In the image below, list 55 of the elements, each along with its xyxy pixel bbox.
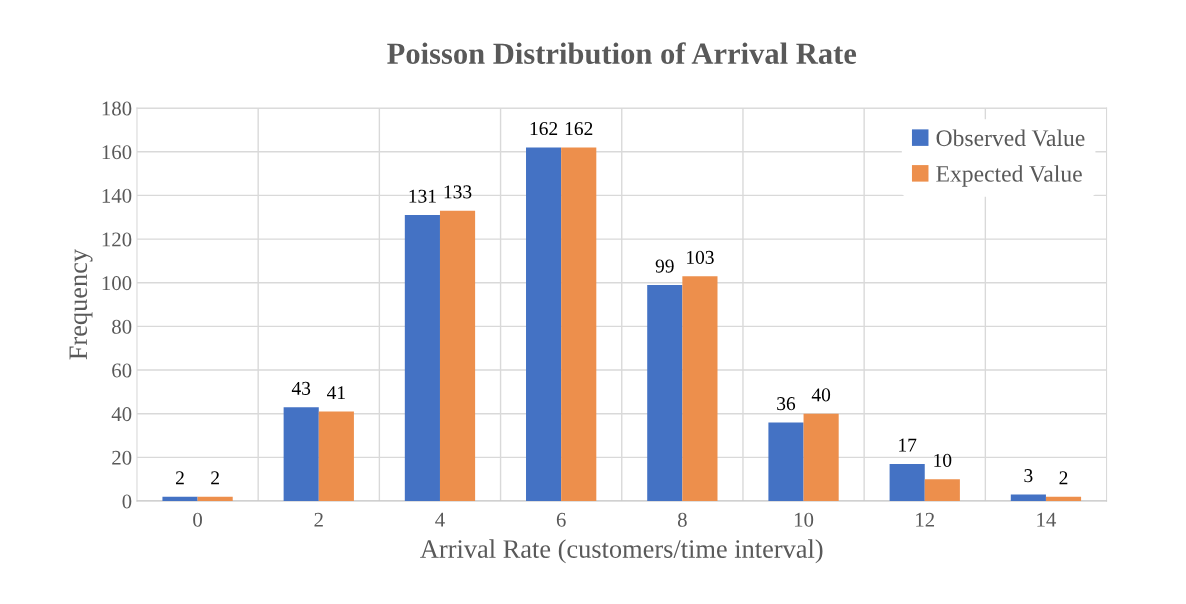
- data-label: 2: [211, 471, 219, 485]
- y-tick-label: 80: [112, 319, 132, 334]
- data-label: 36: [777, 397, 796, 411]
- bar: [526, 147, 562, 502]
- y-tick-label: 180: [102, 101, 132, 116]
- data-label: 3: [1024, 469, 1033, 483]
- data-label: 10: [934, 453, 952, 467]
- data-label: 17: [899, 438, 917, 452]
- x-tick-label: 0: [193, 512, 202, 527]
- bar: [682, 276, 718, 502]
- bar: [803, 413, 839, 502]
- legend-label: Expected Value: [936, 165, 1082, 187]
- bar: [197, 496, 233, 502]
- bar: [1010, 494, 1046, 502]
- x-tick-label: 12: [916, 512, 935, 527]
- bar: [889, 463, 925, 502]
- bar: [1045, 496, 1082, 502]
- x-tick-label: 6: [556, 512, 566, 527]
- legend-label: Observed Value: [936, 129, 1085, 147]
- x-tick-label: 4: [435, 512, 445, 527]
- y-tick-label: 120: [102, 232, 132, 247]
- y-tick-label: 60: [112, 363, 132, 378]
- chart-title: Poisson Distribution of Arrival Rate: [387, 42, 857, 65]
- y-tick-label: 40: [111, 407, 132, 422]
- x-axis-title: Arrival Rate (customers/time interval): [420, 539, 823, 564]
- bar: [318, 411, 354, 502]
- bar: [162, 496, 198, 502]
- y-tick-label: 0: [122, 494, 132, 509]
- bar: [283, 407, 319, 502]
- data-label: 162: [530, 122, 558, 136]
- x-tick-label: 8: [677, 512, 687, 527]
- data-label: 162: [565, 122, 593, 136]
- bar: [768, 422, 804, 502]
- bar: [404, 215, 440, 502]
- data-label: 133: [444, 185, 472, 199]
- x-tick-label: 14: [1037, 512, 1057, 527]
- y-tick-label: 20: [112, 450, 132, 465]
- bar: [924, 479, 960, 502]
- data-label: 2: [176, 471, 184, 485]
- data-label: 41: [327, 386, 345, 400]
- data-label: 103: [687, 250, 714, 264]
- data-label: 43: [291, 381, 311, 395]
- y-tick-label: 100: [102, 276, 132, 291]
- data-label: 131: [409, 189, 436, 203]
- bar: [439, 210, 476, 502]
- x-tick-label: 2: [314, 512, 323, 527]
- y-tick-label: 160: [102, 145, 132, 160]
- data-label: 99: [655, 259, 674, 273]
- y-axis-title: Frequency: [69, 248, 93, 360]
- data-label: 2: [1059, 471, 1068, 485]
- bar: [561, 147, 597, 502]
- data-label: 40: [811, 388, 831, 402]
- y-tick-label: 140: [102, 188, 132, 203]
- bar: [647, 284, 683, 502]
- x-tick-label: 10: [794, 512, 814, 527]
